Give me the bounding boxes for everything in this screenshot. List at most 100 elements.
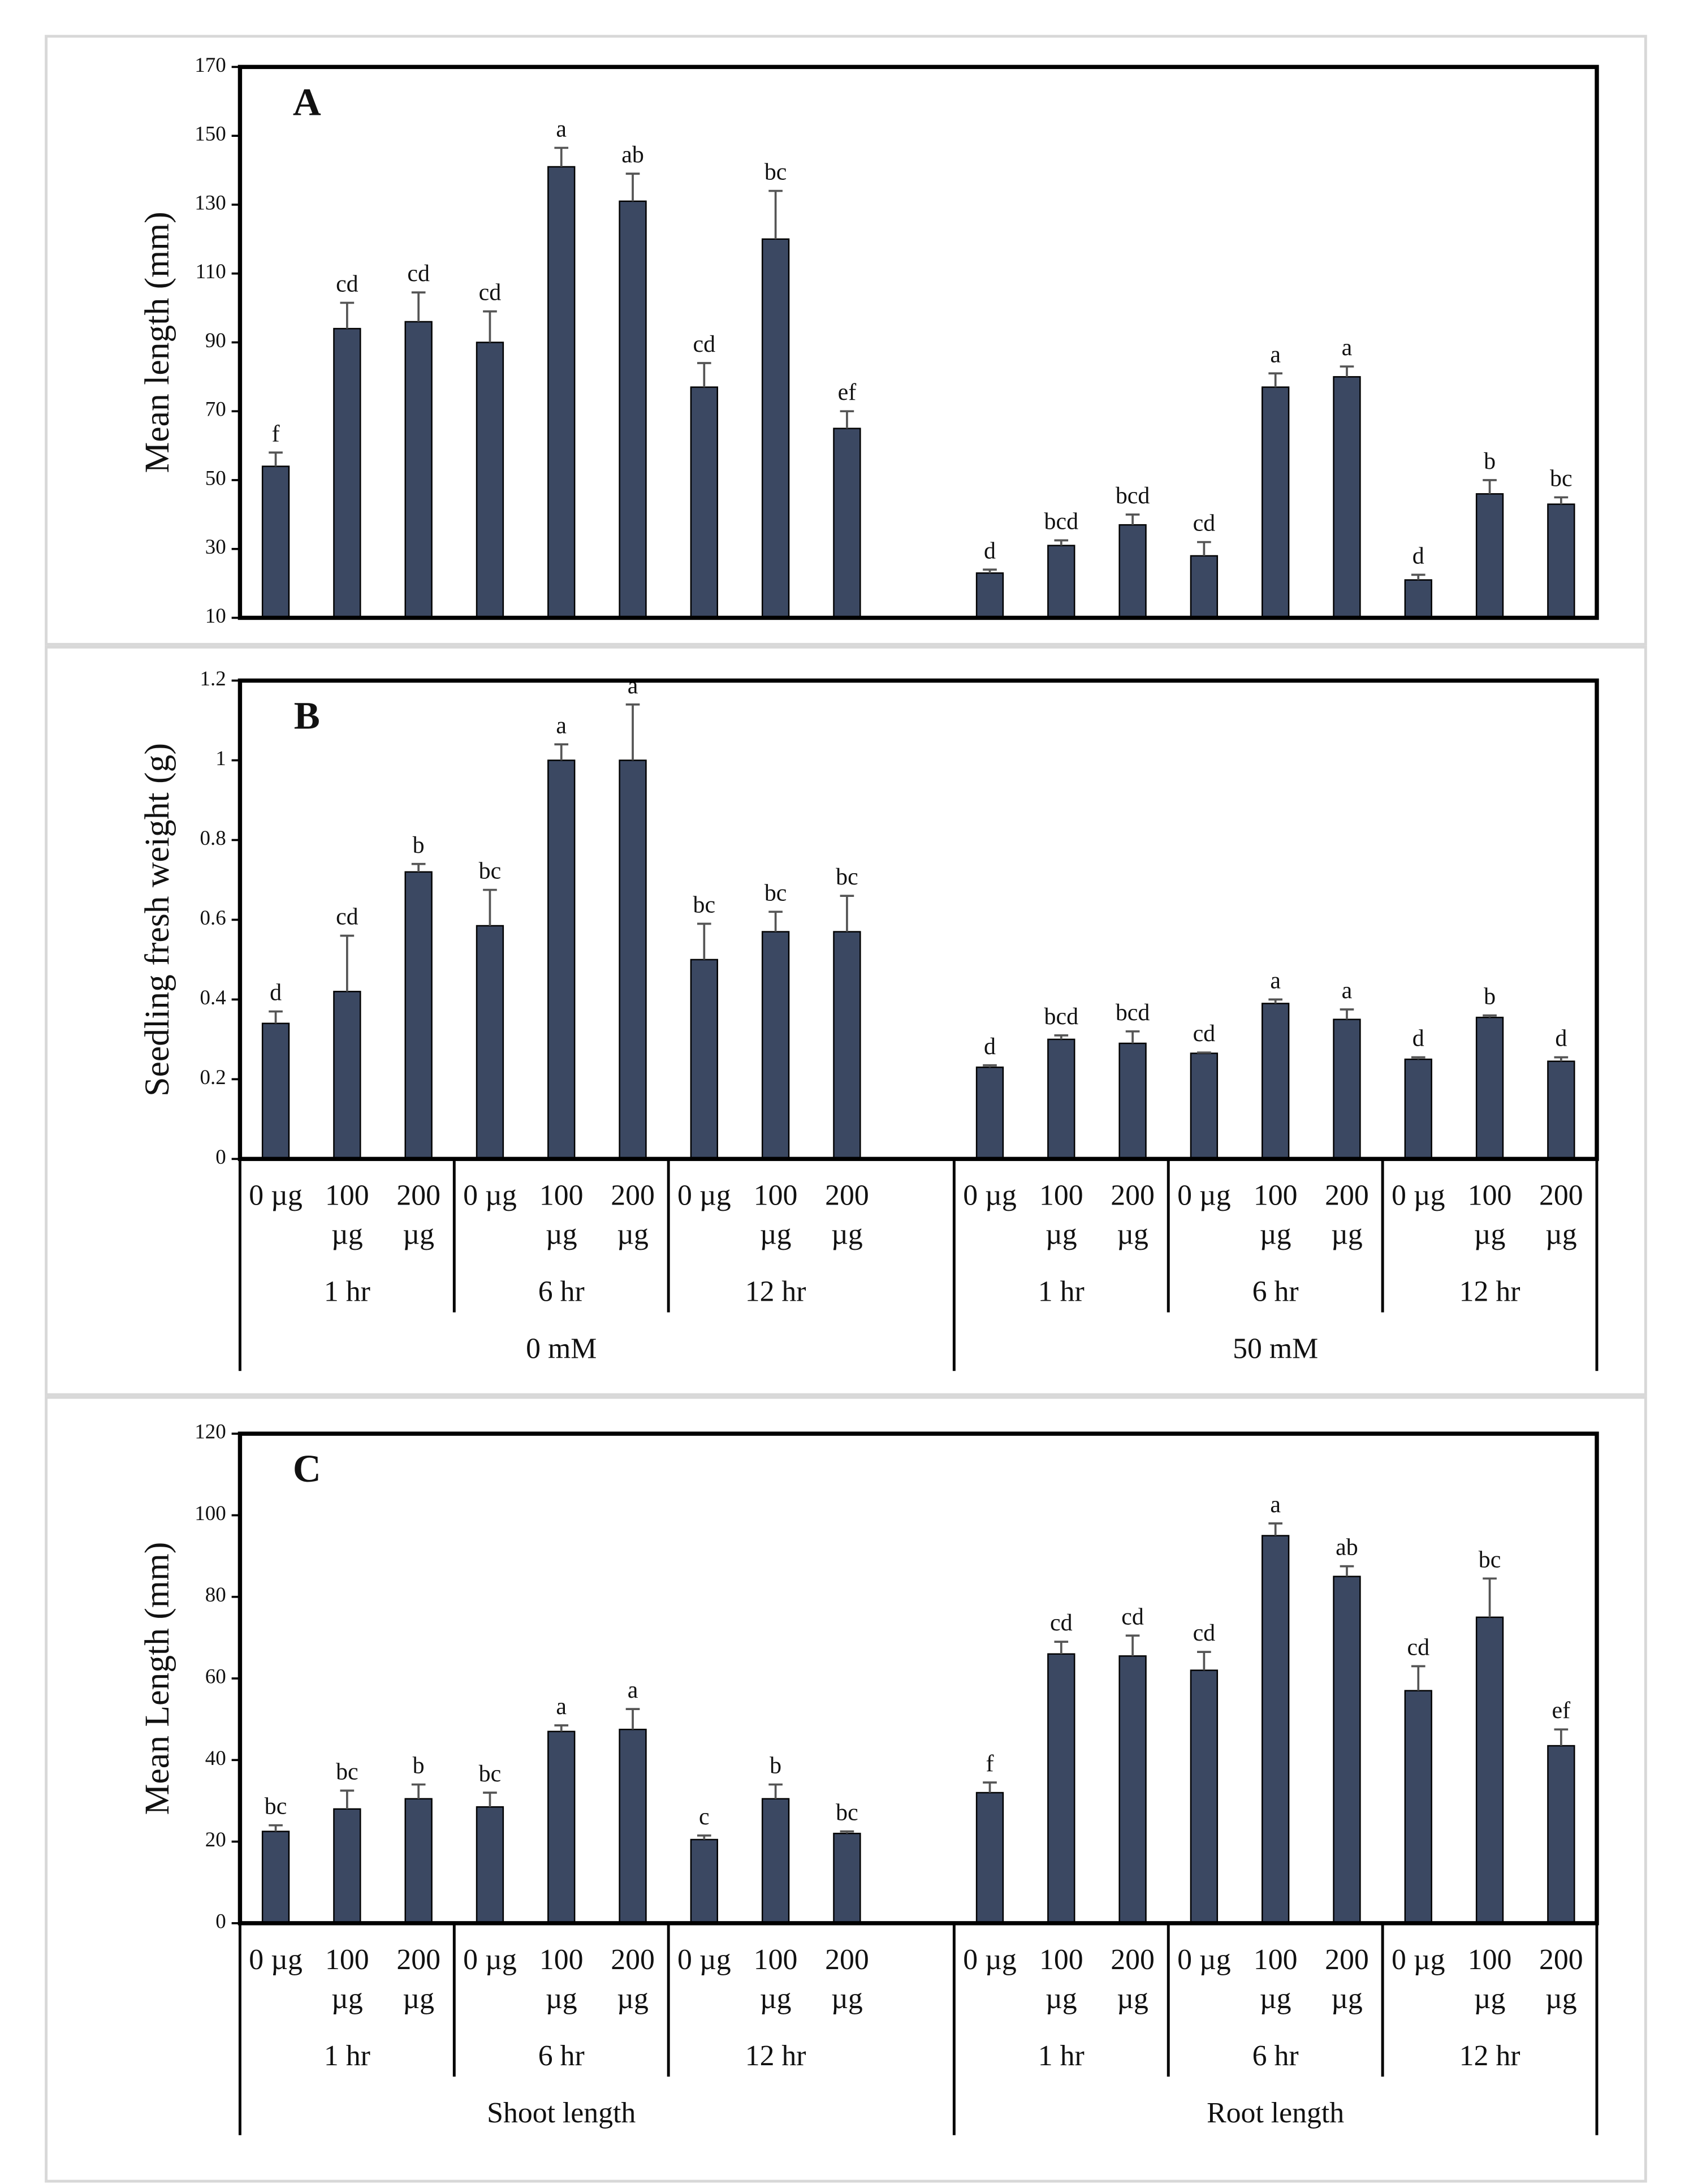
x-tick-label: 100 µg	[325, 1944, 369, 2015]
x-tick-label-line: 100	[754, 1179, 798, 1211]
y-tick-label: 110	[196, 260, 226, 283]
error-bar	[983, 1781, 997, 1793]
group-label: 1 hr	[1038, 1275, 1085, 1307]
y-tick-label: 0.8	[200, 827, 226, 850]
x-tick-label: 0 µg	[963, 1944, 1017, 1976]
x-tick-label-line: µg	[1260, 1983, 1291, 2015]
error-bar	[697, 922, 711, 960]
y-tick-label: 80	[205, 1583, 226, 1607]
plot-frame	[237, 64, 1599, 620]
bar	[1333, 1018, 1361, 1160]
bar	[261, 1022, 290, 1160]
x-tick-label: 200 µg	[1325, 1179, 1369, 1250]
significance-label: bc	[479, 1761, 502, 1787]
bar	[690, 386, 718, 619]
x-tick-label: 200 µg	[611, 1944, 655, 2015]
x-tick-label-line: µg	[331, 1218, 363, 1250]
x-tick-label-line: µg	[331, 1983, 363, 2015]
error-bar	[1554, 496, 1569, 504]
significance-label: bc	[764, 880, 787, 906]
x-tick-label-line: 200	[611, 1179, 655, 1211]
significance-label: cd	[407, 261, 430, 287]
x-tick-label: 100 µg	[325, 1179, 369, 1250]
x-tick-label-line: 100	[325, 1179, 369, 1211]
x-tick-label: 200 µg	[1539, 1944, 1583, 2015]
bar	[1547, 1060, 1575, 1160]
y-tick-label: 0.2	[200, 1066, 226, 1089]
bar	[1118, 1042, 1147, 1160]
panel-frame	[45, 34, 1647, 646]
significance-label: bcd	[1116, 483, 1150, 509]
bar	[975, 1067, 1004, 1160]
significance-label: ef	[1552, 1698, 1571, 1724]
y-axis-title: Mean length (mm)	[138, 212, 176, 473]
x-tick-label-line: µg	[1117, 1218, 1148, 1250]
error-bar	[1054, 1034, 1069, 1039]
bar	[547, 759, 576, 1160]
y-tick-label: 100	[195, 1502, 226, 1525]
x-tick-label: 100 µg	[1039, 1179, 1083, 1250]
bar	[1118, 524, 1147, 619]
x-tick-label-line: µg	[546, 1218, 577, 1250]
error-bar	[697, 1834, 711, 1840]
significance-label: a	[1270, 342, 1281, 368]
x-tick-label: 100 µg	[1039, 1944, 1083, 2015]
x-tick-label: 200 µg	[825, 1944, 869, 2015]
y-tick-label: 60	[205, 1665, 226, 1689]
bar	[1118, 1655, 1147, 1924]
significance-label: bc	[336, 1759, 358, 1785]
significance-label: ab	[621, 142, 644, 168]
x-tick-label-line: 200	[396, 1944, 440, 1976]
bar	[690, 959, 718, 1160]
error-bar	[768, 189, 783, 239]
x-tick-label-line: 200	[825, 1179, 869, 1211]
error-bar	[483, 888, 497, 926]
x-tick-label: 100 µg	[539, 1944, 584, 2015]
x-tick-label-line: 100	[1468, 1944, 1512, 1976]
error-bar	[625, 703, 640, 761]
error-bar	[411, 291, 426, 322]
error-bar	[1268, 1522, 1283, 1536]
x-tick-label: 0 µg	[463, 1944, 517, 1976]
significance-label: a	[1270, 1492, 1281, 1518]
significance-label: d	[984, 1034, 996, 1060]
significance-label: a	[628, 1677, 638, 1703]
supergroup-label: Shoot length	[487, 2097, 636, 2129]
y-tick-label: 0.6	[200, 907, 226, 930]
panel-label: A	[293, 80, 321, 123]
x-tick-label-line: µg	[831, 1218, 863, 1250]
bar	[1475, 1016, 1504, 1160]
significance-label: bcd	[1044, 1004, 1079, 1030]
bar	[1262, 386, 1290, 619]
significance-label: b	[413, 832, 425, 858]
error-bar	[411, 1783, 426, 1799]
bar	[476, 1806, 504, 1924]
significance-label: a	[628, 673, 638, 699]
x-tick-label: 200 µg	[825, 1179, 869, 1250]
significance-label: cd	[479, 280, 502, 306]
significance-label: d	[270, 980, 282, 1006]
x-tick-label-line: 200	[1111, 1179, 1155, 1211]
x-tick-label-line: 200	[825, 1944, 869, 1976]
error-bar	[1125, 1030, 1140, 1043]
plot-frame	[237, 678, 1599, 1162]
error-bar	[554, 1724, 569, 1732]
bar	[619, 759, 647, 1160]
x-tick-label: 100 µg	[754, 1944, 798, 2015]
bar	[404, 321, 433, 619]
significance-label: a	[1342, 335, 1353, 361]
significance-label: bcd	[1044, 509, 1079, 535]
error-bar	[1197, 1651, 1211, 1671]
x-tick-label-line: µg	[831, 1983, 863, 2015]
bar	[333, 327, 361, 619]
error-bar	[1197, 1051, 1211, 1054]
error-bar	[1054, 1641, 1069, 1654]
y-tick-label: 70	[205, 398, 226, 421]
significance-label: bc	[1479, 1547, 1501, 1573]
bar	[833, 931, 861, 1160]
x-tick-label: 0 µg	[1177, 1944, 1231, 1976]
significance-label: d	[1412, 543, 1424, 569]
x-tick-label-line: 200	[611, 1944, 655, 1976]
bar	[1262, 1535, 1290, 1924]
x-tick-label-line: µg	[1545, 1983, 1577, 2015]
